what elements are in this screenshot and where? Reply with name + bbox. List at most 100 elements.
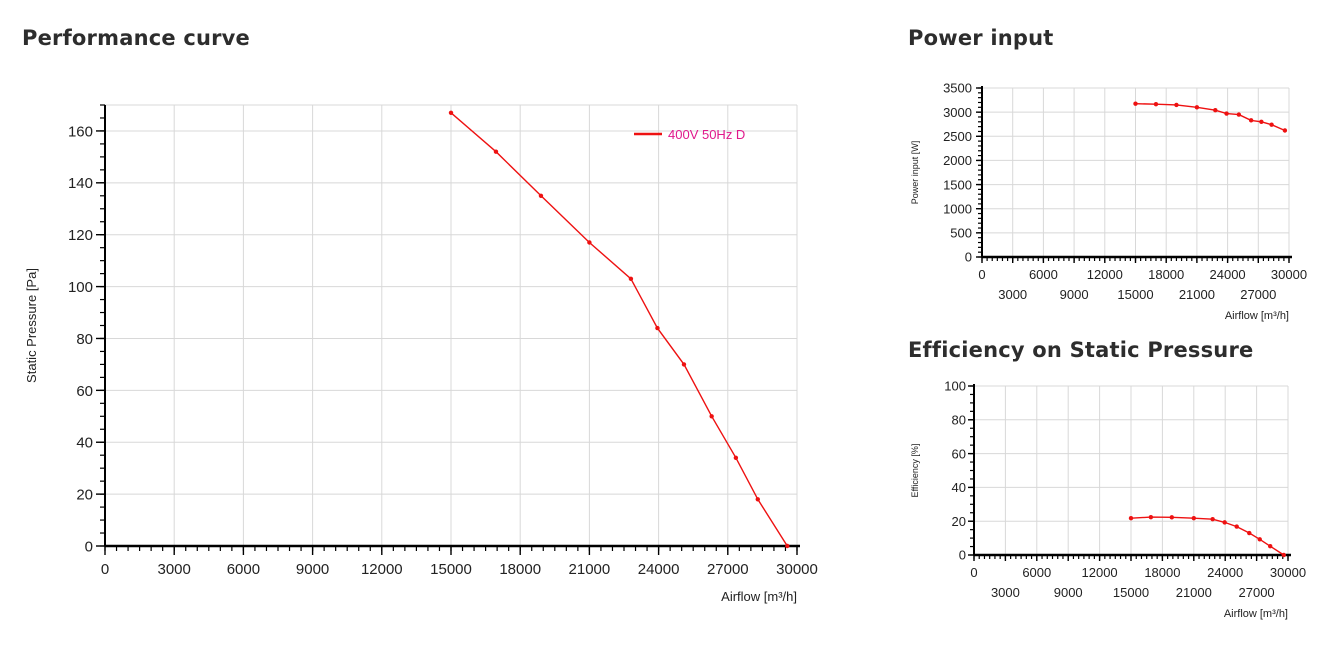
x-tick-label: 18000 (499, 561, 541, 578)
x-tick-label: 24000 (1207, 565, 1243, 580)
data-point (1236, 112, 1242, 117)
y-tick-label: 0 (959, 548, 966, 563)
x-tick-label: 30000 (776, 561, 818, 578)
data-point (1191, 515, 1197, 521)
y-tick-label: 80 (952, 412, 966, 427)
y-tick-label: 40 (76, 435, 93, 452)
x-tick-label: 27000 (1239, 585, 1275, 600)
data-point (1194, 105, 1200, 110)
y-tick-label: 3500 (943, 81, 972, 96)
data-point (755, 497, 760, 502)
x-axis-title: Airflow [m³/h] (1225, 310, 1289, 322)
y-tick-label: 0 (965, 250, 972, 265)
x-tick-label: 6000 (1029, 267, 1058, 282)
data-point (681, 362, 687, 367)
data-point (1153, 101, 1159, 107)
x-tick-label: 15000 (430, 561, 472, 578)
x-tick-label: 15000 (1113, 585, 1149, 600)
data-point (628, 276, 634, 282)
chart-1: 0 500 1000 1500 2000 2500 3000 3500 0 6000 12000 18… (910, 81, 1307, 322)
data-point (1210, 516, 1215, 522)
y-tick-label: 100 (68, 279, 93, 296)
y-tick-label: 20 (76, 487, 93, 504)
y-tick-label: 1500 (943, 177, 972, 192)
x-tick-label: 27000 (707, 561, 749, 578)
data-point (1169, 515, 1175, 520)
series-line (450, 112, 788, 547)
efficiency-heading: Efficiency on Static Pressure (908, 338, 1254, 362)
x-tick-label: 9000 (1060, 287, 1089, 302)
x-tick-label: 12000 (1087, 267, 1123, 282)
y-tick-label: 1000 (943, 201, 972, 216)
data-point (1234, 524, 1239, 529)
data-point (1133, 101, 1138, 106)
y-tick-label: 40 (952, 480, 966, 495)
x-tick-label: 24000 (1210, 267, 1246, 282)
data-point (1128, 515, 1134, 521)
y-tick-label: 120 (68, 227, 93, 244)
data-point (1247, 530, 1252, 536)
data-point (785, 543, 790, 549)
y-tick-label: 2000 (943, 153, 972, 168)
data-point (1281, 552, 1287, 558)
data-point (1282, 128, 1288, 133)
x-tick-label: 0 (970, 565, 977, 580)
x-tick-label: 12000 (361, 561, 403, 578)
y-tick-label: 140 (68, 175, 93, 192)
x-tick-label: 27000 (1240, 287, 1276, 302)
y-tick-label: 60 (76, 383, 93, 400)
data-point (538, 193, 544, 198)
x-tick-label: 15000 (1117, 287, 1153, 302)
y-tick-label: 100 (944, 379, 966, 394)
y-tick-label: 20 (952, 514, 966, 529)
data-point (709, 414, 714, 419)
data-point (1268, 544, 1273, 549)
data-point (1174, 102, 1179, 108)
data-point (655, 325, 660, 331)
x-tick-label: 0 (978, 267, 985, 282)
x-axis-title: Airflow [m³/h] (1224, 608, 1288, 620)
data-point (1148, 514, 1154, 520)
data-point (733, 455, 739, 460)
x-tick-label: 30000 (1271, 267, 1307, 282)
x-tick-label: 24000 (638, 561, 680, 578)
data-point (1224, 111, 1229, 116)
data-point (1257, 537, 1262, 542)
x-tick-label: 6000 (227, 561, 260, 578)
series-line (1130, 516, 1285, 556)
x-tick-label: 9000 (296, 561, 329, 578)
data-point (1269, 122, 1274, 127)
y-tick-label: 500 (950, 226, 972, 241)
performance-curve-heading: Performance curve (22, 26, 251, 50)
data-point (448, 110, 454, 115)
x-tick-label: 3000 (991, 585, 1020, 600)
x-tick-label: 6000 (1022, 565, 1051, 580)
data-point (1222, 520, 1227, 525)
y-axis-title: Static Pressure [Pa] (24, 268, 39, 383)
x-tick-label: 21000 (1179, 287, 1215, 302)
x-tick-label: 21000 (569, 561, 611, 578)
power-input-heading: Power input (908, 26, 1054, 50)
y-axis-title: Efficiency [%] (910, 444, 920, 498)
y-tick-label: 160 (68, 123, 93, 140)
y-tick-label: 3000 (943, 105, 972, 120)
data-point (493, 149, 499, 154)
x-tick-label: 12000 (1082, 565, 1118, 580)
y-tick-label: 60 (952, 446, 966, 461)
x-tick-label: 21000 (1176, 585, 1212, 600)
data-point (1248, 118, 1254, 123)
data-point (587, 240, 592, 245)
x-tick-label: 18000 (1144, 565, 1180, 580)
x-axis-title: Airflow [m³/h] (721, 589, 797, 604)
legend-label: 400V 50Hz D (668, 127, 745, 142)
y-tick-label: 2500 (943, 129, 972, 144)
x-tick-label: 0 (101, 561, 109, 578)
chart-2: 0 20 40 60 80 100 0 6000 12000 18000 24000 30000 300… (910, 379, 1306, 620)
y-tick-label: 0 (85, 538, 93, 555)
series-line (1135, 103, 1286, 132)
x-tick-label: 9000 (1054, 585, 1083, 600)
x-tick-label: 3000 (998, 287, 1027, 302)
chart-0: 0 20 40 60 80 100 120 140 160 0 3000 6000 9000 12000 1… (24, 104, 818, 604)
x-tick-label: 18000 (1148, 267, 1184, 282)
